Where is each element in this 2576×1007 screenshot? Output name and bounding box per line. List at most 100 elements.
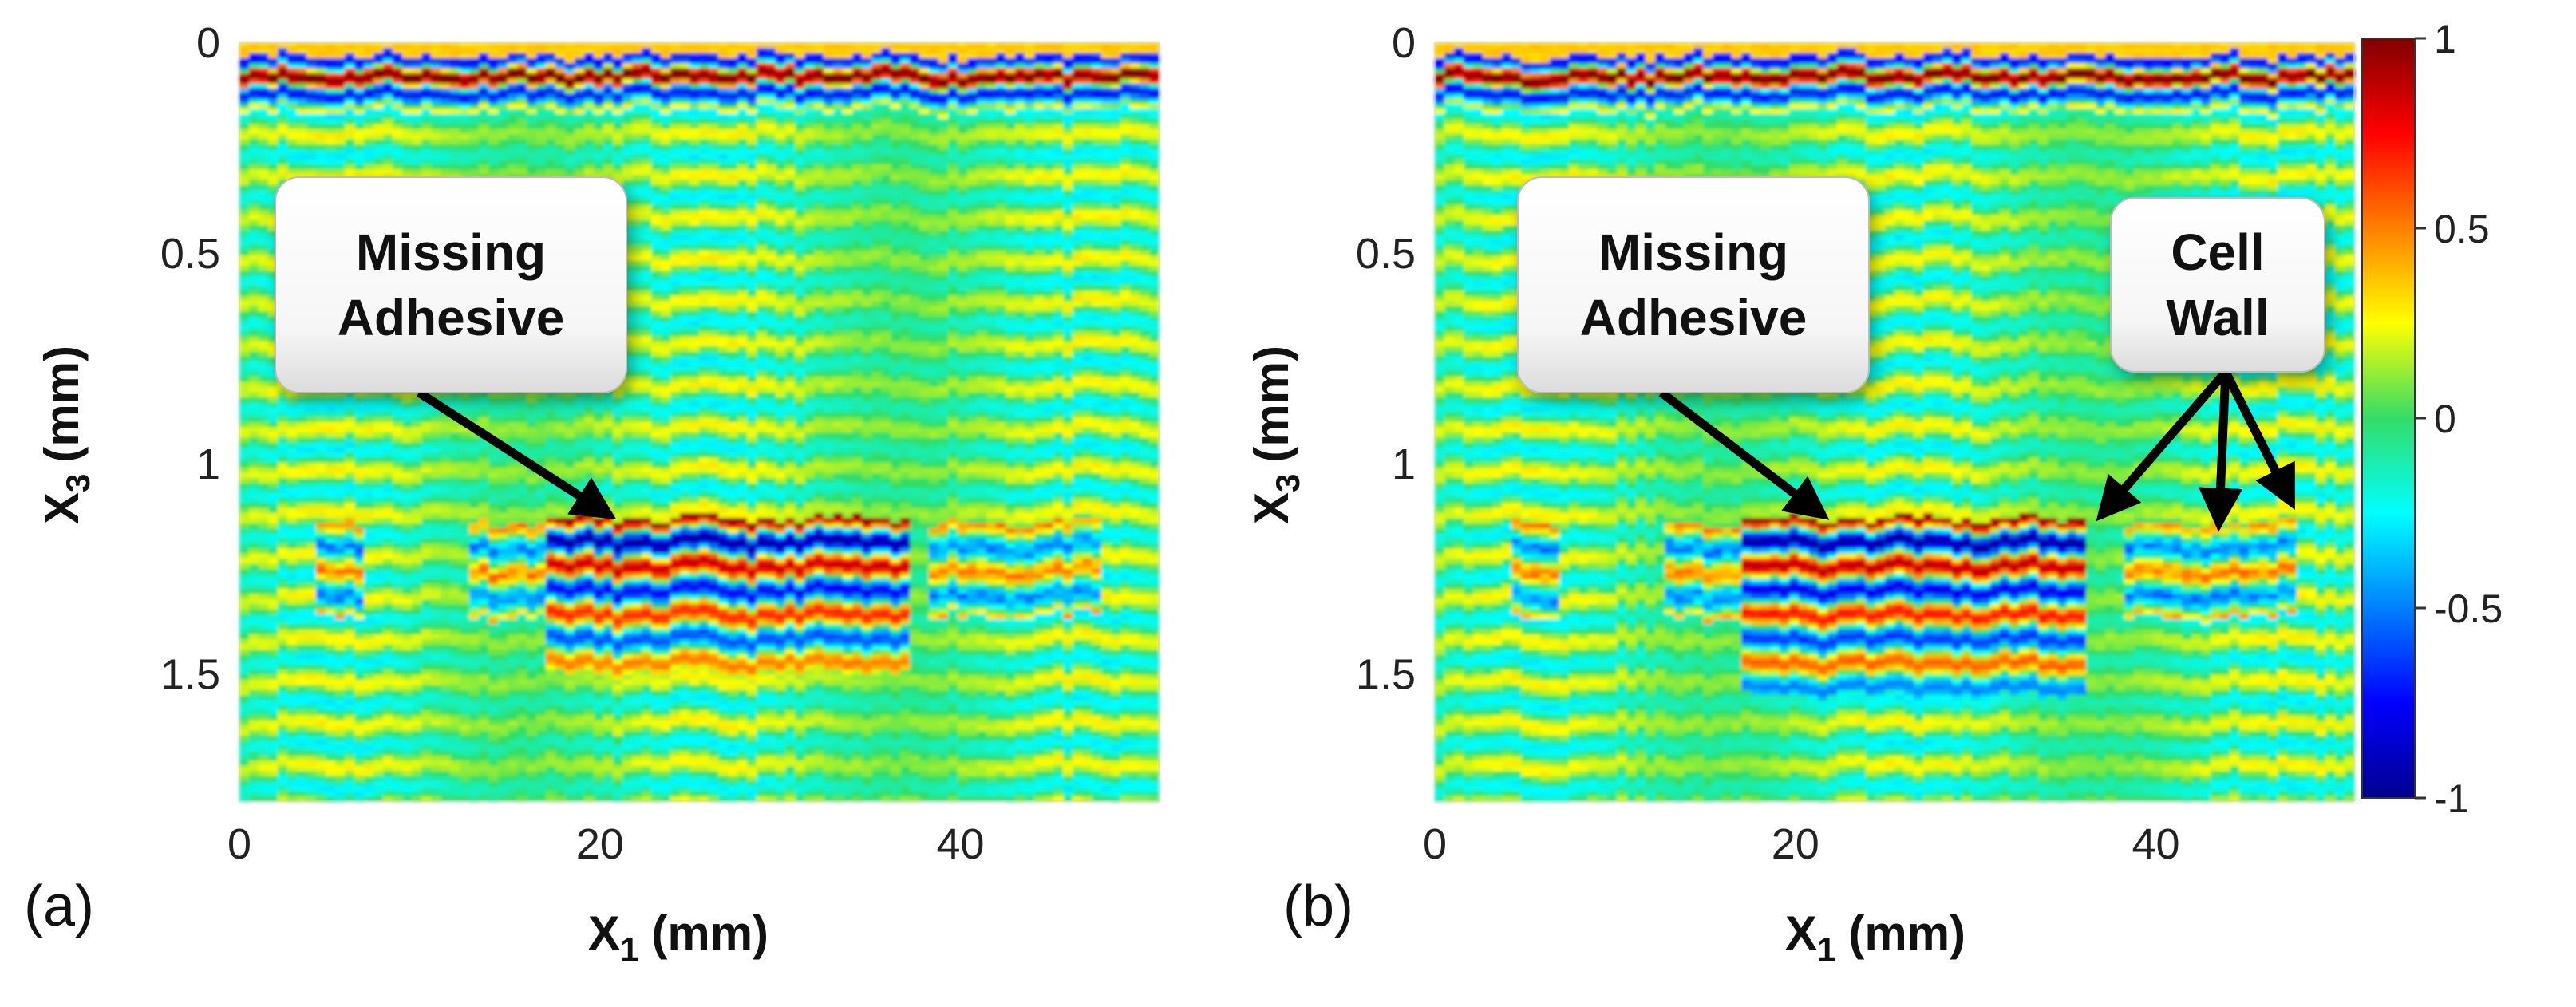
heatmap-cell [1101,48,1112,53]
heatmap-cell [603,109,614,114]
heatmap-cell [1044,78,1054,84]
heatmap-cell [278,104,288,109]
heatmap-cell [757,104,767,109]
heatmap-cell [508,53,518,59]
heatmap-cell [948,43,958,49]
heatmap-cell [239,48,250,53]
heatmap-cell [306,63,317,69]
heatmap-cell [259,53,269,59]
heatmap-cell [335,63,346,69]
heatmap-cell [977,69,987,74]
heatmap-cell [527,114,537,120]
heatmap-cell [287,43,298,49]
heatmap-cell [603,73,614,79]
heatmap-cell [891,43,901,49]
heatmap-cell [632,69,642,74]
heatmap-cell [881,104,891,109]
heatmap-cell [804,48,815,53]
heatmap-cell [1120,84,1131,89]
heatmap-cell [747,58,757,64]
heatmap-cell [709,69,719,74]
heatmap-cell [431,84,441,89]
heatmap-cell [814,58,824,64]
heatmap-cell [402,78,413,84]
heatmap-cell [1120,53,1131,59]
heatmap-cell [1015,93,1025,99]
heatmap-cell [699,58,709,64]
heatmap-cell [833,43,844,49]
heatmap-cell [1025,109,1035,114]
heatmap-cell [517,114,527,120]
heatmap-cell [1034,73,1045,79]
heatmap-cell [795,53,805,59]
heatmap-cell [278,84,288,89]
heatmap-cell [508,109,518,114]
heatmap-cell [919,99,930,105]
heatmap-cell [603,53,614,59]
heatmap-cell [766,89,776,94]
heatmap-cell [488,48,499,53]
heatmap-cell [603,114,614,120]
heatmap-cell [737,53,748,59]
heatmap-cell [268,58,279,64]
heatmap-cell [527,69,537,74]
heatmap-cell [919,69,930,74]
heatmap-cell [613,99,623,105]
heatmap-cell [718,93,729,99]
heatmap-cell [249,114,259,120]
heatmap-cell [335,58,346,64]
heatmap-cell [871,73,882,79]
heatmap-cell [488,99,499,105]
heatmap-cell [345,84,355,89]
heatmap-cell [680,43,690,49]
heatmap-cell [1120,48,1131,53]
heatmap-cell [977,89,987,94]
heatmap-cell [776,63,786,69]
heatmap-cell [804,58,815,64]
heatmap-cell [1140,43,1150,49]
heatmap-cell [871,104,882,109]
heatmap-cell [958,78,968,84]
heatmap-cell [555,84,566,89]
heatmap-cell [651,43,662,49]
heatmap-cell [1006,104,1016,109]
heatmap-cell [699,78,709,84]
heatmap-cell [814,69,824,74]
heatmap-cell [536,69,547,74]
heatmap-cell [584,104,595,109]
heatmap-cell [852,48,863,53]
heatmap-cell [833,48,844,53]
heatmap-cell [1015,78,1025,84]
heatmap-cell [335,114,346,120]
heatmap-cell [632,109,642,114]
heatmap-cell [891,53,901,59]
heatmap-cell [268,73,279,79]
heatmap-cell [814,104,824,109]
heatmap-cell [670,53,681,59]
heatmap-cell [1120,63,1131,69]
heatmap-cell [737,93,748,99]
heatmap-cell [814,78,824,84]
heatmap-cell [622,89,633,94]
heatmap-cell [986,48,997,53]
heatmap-cell [1034,63,1045,69]
heatmap-cell [287,99,298,105]
heatmap-cell [421,58,432,64]
heatmap-cell [441,48,451,53]
heatmap-cell [498,43,508,49]
heatmap-cell [383,58,393,64]
heatmap-cell [259,48,269,53]
heatmap-cell [929,93,939,99]
heatmap-cell [642,78,652,84]
heatmap-cell [603,43,614,49]
heatmap-cell [795,63,805,69]
heatmap-cell [287,114,298,120]
heatmap-cell [977,48,987,53]
heatmap-cell [1053,48,1064,53]
heatmap-cell [747,84,757,89]
heatmap-cell [297,109,307,114]
heatmap-cell [1140,78,1150,84]
heatmap-cell [776,114,786,120]
heatmap-cell [689,48,700,53]
heatmap-cell [546,93,556,99]
